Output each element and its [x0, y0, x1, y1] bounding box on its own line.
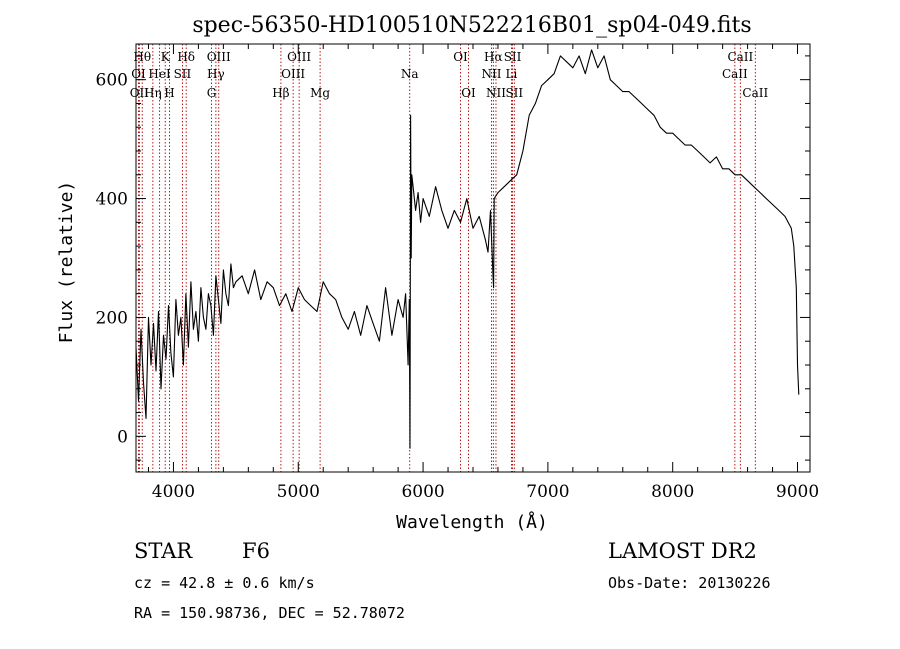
x-tick-label: 9000: [776, 482, 819, 502]
spectrum-series: [135, 49, 800, 449]
x-tick-label: 4000: [152, 482, 195, 502]
line-label: NII: [486, 86, 506, 100]
line-label: OI: [453, 50, 468, 64]
x-axis-label: Wavelength (Å): [396, 511, 548, 533]
line-label: Hθ: [133, 50, 151, 64]
line-label: OIII: [281, 67, 305, 81]
line-label: H: [164, 86, 174, 100]
line-label: HeI: [148, 67, 171, 81]
line-label: OIII: [287, 50, 311, 64]
survey-name: LAMOST DR2: [608, 539, 757, 563]
redshift-value: cz = 42.8 ± 0.6 km/s: [134, 574, 315, 592]
line-label: Hη: [144, 86, 162, 100]
chart-title: spec-56350-HD100510N522216B01_sp04-049.f…: [192, 13, 751, 38]
plot-frame: [135, 43, 811, 473]
line-label: SII: [505, 86, 523, 100]
y-tick-label: 200: [96, 308, 128, 328]
plot-axes: 4000 5000 6000 7000 8000 9000 0 200 400 600: [96, 43, 819, 502]
line-label: OIII: [207, 50, 231, 64]
observation-date: Obs-Date: 20130226: [608, 574, 771, 592]
y-tick-label: 600: [96, 71, 128, 91]
x-tick-label: 5000: [277, 482, 320, 502]
line-label: G: [207, 86, 217, 100]
line-label: CaII: [722, 67, 748, 81]
line-label: Hγ: [207, 67, 225, 81]
line-label: OI: [131, 67, 146, 81]
line-label: SII: [504, 50, 522, 64]
spectrum-line: [135, 49, 800, 449]
line-label: Hα: [484, 50, 503, 64]
x-tick-label: 7000: [526, 482, 569, 502]
line-label: Hδ: [177, 50, 195, 64]
spectral-line-markers: [138, 44, 756, 472]
line-label: K: [161, 50, 171, 64]
line-label: Na: [401, 67, 419, 81]
y-tick-label: 400: [96, 190, 128, 210]
line-label: Hβ: [272, 86, 289, 100]
line-label: NII: [481, 67, 501, 81]
line-label: Li: [506, 67, 518, 81]
line-label: OI: [461, 86, 476, 100]
x-tick-label: 6000: [401, 482, 444, 502]
line-label: Mg: [310, 86, 330, 100]
x-tick-label: 8000: [651, 482, 694, 502]
sky-coordinates: RA = 150.98736, DEC = 52.78072: [134, 604, 405, 622]
line-label: CaII: [727, 50, 753, 64]
line-label: CaII: [742, 86, 768, 100]
y-axis-label: Flux (relative): [56, 181, 77, 344]
line-label: SII: [174, 67, 192, 81]
spectral-line-labels: OIHθOIIHηHeIKHSIIHδGHγOIIIHβOIIIOIIIMgNa…: [130, 50, 769, 100]
object-class: STAR: [134, 539, 193, 563]
y-tick-label: 0: [117, 427, 128, 447]
spectral-subclass: F6: [242, 539, 270, 563]
line-label: OII: [130, 86, 150, 100]
